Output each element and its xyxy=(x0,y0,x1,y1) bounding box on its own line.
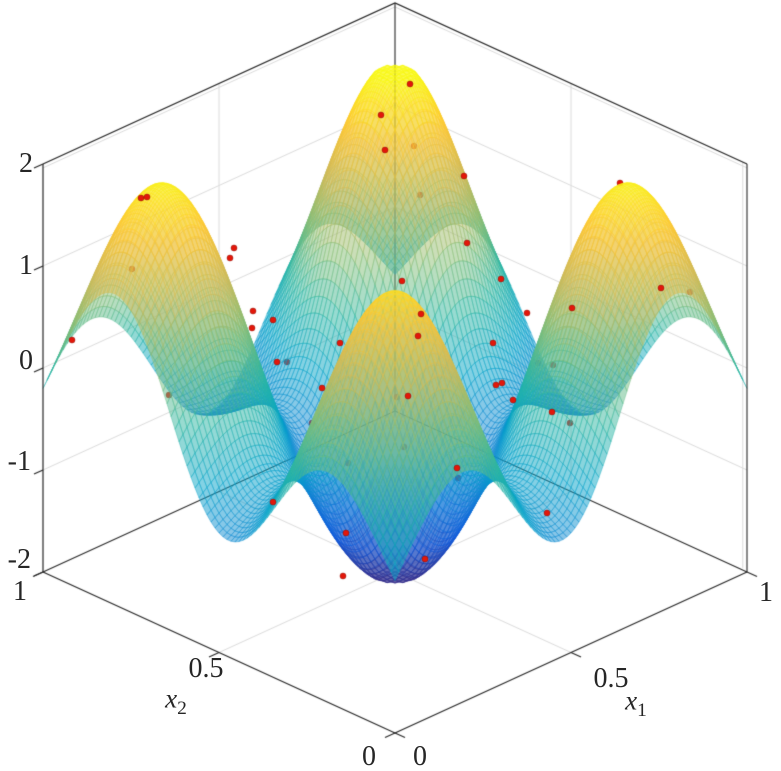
z-tick-label: 1 xyxy=(19,250,33,281)
x1-tick-label: 0.5 xyxy=(593,663,629,694)
x1-tick-label: 1 xyxy=(759,577,773,608)
x2-tick-label: 1 xyxy=(13,576,27,607)
x2-tick-label: 0.5 xyxy=(188,653,224,684)
x2-axis-label: x2 xyxy=(165,683,187,719)
x1-tick-label: 0 xyxy=(413,741,427,771)
z-tick-label: -1 xyxy=(7,446,31,477)
z-tick-label: 2 xyxy=(19,148,33,179)
z-tick-label: -2 xyxy=(7,544,31,575)
z-tick-label: 0 xyxy=(19,345,33,376)
x1-axis-label: x1 xyxy=(625,685,647,721)
x2-tick-label: 0 xyxy=(362,741,376,771)
